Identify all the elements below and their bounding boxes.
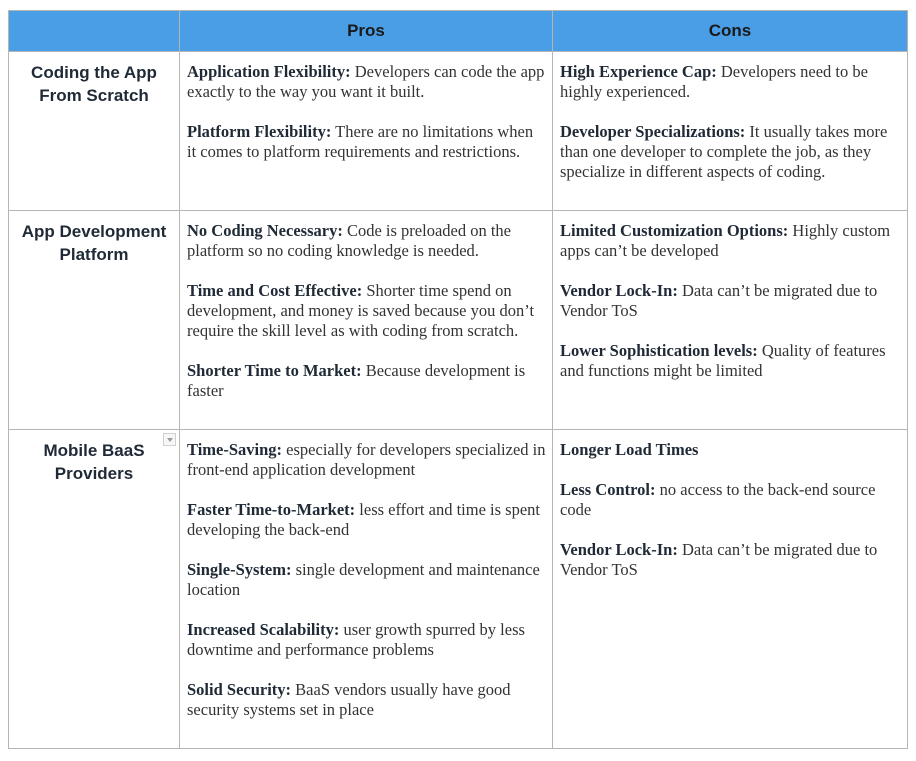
row-header-mobile-baas: Mobile BaaS Providers (8, 429, 180, 749)
list-item: Vendor Lock-In: Data can’t be migrated d… (560, 540, 878, 579)
list-item: Lower Sophistication levels: Quality of … (560, 341, 886, 380)
header-corner-cell (8, 10, 180, 52)
cell-dropdown-icon[interactable] (163, 433, 176, 446)
pros-cell: Time-Saving: especially for developers s… (179, 429, 553, 749)
table-row: Coding the App From Scratch Application … (8, 51, 908, 211)
list-item: Single-System: single development and ma… (187, 560, 540, 599)
list-item: Developer Specializations: It usually ta… (560, 122, 888, 181)
list-item: No Coding Necessary: Code is preloaded o… (187, 221, 511, 260)
list-item: High Experience Cap: Developers need to … (560, 62, 868, 101)
row-title-line: Mobile BaaS (43, 441, 145, 460)
table-row: App Development Platform No Coding Neces… (8, 210, 908, 430)
list-item: Platform Flexibility: There are no limit… (187, 122, 534, 161)
cons-cell: High Experience Cap: Developers need to … (552, 51, 908, 211)
list-item: Increased Scalability: user growth spurr… (187, 620, 525, 659)
row-header-app-dev-platform: App Development Platform (8, 210, 180, 430)
row-title-line: App Development (21, 222, 167, 241)
list-item: Faster Time-to-Market: less effort and t… (187, 500, 540, 539)
pros-cell: Application Flexibility: Developers can … (179, 51, 553, 211)
pros-cell: No Coding Necessary: Code is preloaded o… (179, 210, 553, 430)
header-cons: Cons (552, 10, 908, 52)
list-item: Limited Customization Options: Highly cu… (560, 221, 891, 260)
list-item: Time-Saving: especially for developers s… (187, 440, 546, 479)
list-item: Longer Load Times (560, 440, 699, 459)
cons-cell: Limited Customization Options: Highly cu… (552, 210, 908, 430)
row-header-coding-from-scratch: Coding the App From Scratch (8, 51, 180, 211)
cons-cell: Longer Load Times Less Control: no acces… (552, 429, 908, 749)
row-title-line: Platform (59, 245, 129, 264)
comparison-table: Pros Cons Coding the App From Scratch Ap… (8, 10, 908, 749)
list-item: Less Control: no access to the back-end … (560, 480, 876, 519)
header-pros: Pros (179, 10, 553, 52)
row-title-line: Providers (54, 464, 134, 483)
row-title-line: From Scratch (39, 86, 149, 105)
table-row: Mobile BaaS Providers Time-Saving: espec… (8, 429, 908, 749)
list-item: Shorter Time to Market: Because developm… (187, 361, 526, 400)
list-item: Vendor Lock-In: Data can’t be migrated d… (560, 281, 878, 320)
row-title-line: Coding the App (31, 63, 157, 82)
list-item: Application Flexibility: Developers can … (187, 62, 545, 101)
list-item: Time and Cost Effective: Shorter time sp… (187, 281, 535, 340)
list-item: Solid Security: BaaS vendors usually hav… (187, 680, 511, 719)
header-row: Pros Cons (8, 10, 908, 52)
